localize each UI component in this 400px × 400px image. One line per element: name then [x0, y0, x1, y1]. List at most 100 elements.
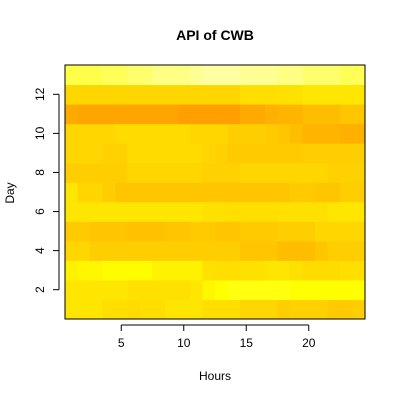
- heatmap-cell: [152, 240, 166, 261]
- heatmap-cell: [227, 162, 241, 183]
- y-tick-label: 6: [33, 208, 47, 215]
- heatmap-cell: [165, 143, 178, 164]
- heatmap-cell: [215, 201, 228, 222]
- heatmap-cells: [65, 65, 366, 320]
- heatmap-cell: [190, 182, 203, 203]
- heatmap-cell: [90, 182, 103, 203]
- heatmap-cell: [65, 299, 78, 320]
- y-tick-label: 10: [33, 126, 47, 140]
- heatmap-cell: [290, 240, 303, 261]
- heatmap-cell: [165, 104, 178, 125]
- heatmap-cell: [102, 182, 116, 203]
- heatmap-cell: [327, 65, 341, 86]
- heatmap-cell: [90, 143, 103, 164]
- heatmap-cell: [202, 201, 216, 222]
- heatmap-cell: [140, 201, 153, 222]
- heatmap-cell: [227, 260, 241, 281]
- heatmap-cell: [315, 221, 328, 242]
- x-tick-label: 5: [118, 336, 125, 350]
- heatmap-cell: [202, 162, 216, 183]
- heatmap-cell: [127, 162, 141, 183]
- heatmap-cell: [177, 260, 191, 281]
- heatmap-cell: [77, 221, 91, 242]
- heatmap-cell: [190, 260, 203, 281]
- heatmap-cell: [277, 299, 291, 320]
- heatmap-cell: [65, 221, 78, 242]
- heatmap-cell: [102, 65, 116, 86]
- heatmap-cell: [165, 162, 178, 183]
- heatmap-cell: [77, 143, 91, 164]
- heatmap-cell: [302, 162, 316, 183]
- heatmap-cell: [302, 279, 316, 300]
- heatmap-cell: [177, 84, 191, 105]
- heatmap-cell: [227, 123, 241, 144]
- heatmap-cell: [215, 123, 228, 144]
- heatmap-cell: [340, 279, 353, 300]
- chart-title: API of CWB: [176, 27, 254, 43]
- heatmap-cell: [77, 104, 91, 125]
- heatmap-cell: [327, 240, 341, 261]
- heatmap-cell: [327, 104, 341, 125]
- heatmap-cell: [202, 104, 216, 125]
- x-tick-label: 10: [177, 336, 191, 350]
- heatmap-cell: [115, 84, 128, 105]
- heatmap-cell: [290, 299, 303, 320]
- heatmap-cell: [115, 162, 128, 183]
- heatmap-cell: [127, 279, 141, 300]
- heatmap-cell: [265, 182, 278, 203]
- y-axis-label: Day: [3, 182, 17, 203]
- heatmap-cell: [152, 84, 166, 105]
- heatmap-cell: [102, 279, 116, 300]
- heatmap-cell: [115, 123, 128, 144]
- heatmap-cell: [227, 182, 241, 203]
- heatmap-cell: [190, 123, 203, 144]
- heatmap-cell: [152, 260, 166, 281]
- heatmap-cell: [190, 221, 203, 242]
- heatmap-cell: [265, 221, 278, 242]
- heatmap-cell: [290, 221, 303, 242]
- heatmap-cell: [315, 260, 328, 281]
- heatmap-cell: [165, 260, 178, 281]
- heatmap-cell: [140, 279, 153, 300]
- heatmap-cell: [215, 279, 228, 300]
- heatmap-cell: [252, 260, 266, 281]
- heatmap-cell: [327, 299, 341, 320]
- heatmap-cell: [202, 299, 216, 320]
- heatmap-cell: [215, 65, 228, 86]
- heatmap-cell: [252, 123, 266, 144]
- heatmap-cell: [290, 84, 303, 105]
- heatmap-cell: [265, 279, 278, 300]
- heatmap-cell: [252, 182, 266, 203]
- heatmap-cell: [165, 123, 178, 144]
- heatmap-cell: [277, 143, 291, 164]
- heatmap-cell: [290, 201, 303, 222]
- heatmap-cell: [65, 104, 78, 125]
- heatmap-cell: [202, 240, 216, 261]
- heatmap-cell: [115, 240, 128, 261]
- heatmap-cell: [277, 65, 291, 86]
- heatmap-cell: [277, 279, 291, 300]
- heatmap-cell: [77, 201, 91, 222]
- heatmap-cell: [340, 65, 353, 86]
- heatmap-cell: [190, 104, 203, 125]
- heatmap-cell: [177, 143, 191, 164]
- heatmap-cell: [140, 240, 153, 261]
- heatmap-cell: [315, 123, 328, 144]
- heatmap-cell: [102, 123, 116, 144]
- heatmap-cell: [127, 201, 141, 222]
- heatmap-cell: [277, 201, 291, 222]
- heatmap-cell: [177, 201, 191, 222]
- heatmap-cell: [277, 260, 291, 281]
- heatmap-cell: [240, 143, 253, 164]
- heatmap-cell: [152, 123, 166, 144]
- heatmap-cell: [227, 143, 241, 164]
- heatmap-cell: [190, 84, 203, 105]
- heatmap-cell: [340, 143, 353, 164]
- heatmap-cell: [177, 279, 191, 300]
- heatmap-cell: [265, 65, 278, 86]
- heatmap-cell: [215, 104, 228, 125]
- heatmap-cell: [127, 143, 141, 164]
- heatmap-cell: [327, 162, 341, 183]
- heatmap-cell: [290, 279, 303, 300]
